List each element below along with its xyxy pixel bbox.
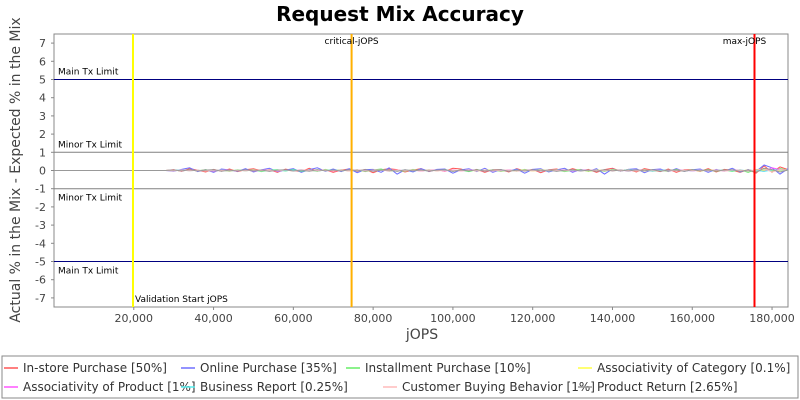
legend-item-label: Online Purchase [35%] — [200, 361, 337, 375]
legend-item-label: Associativity of Category [0.1%] — [597, 361, 790, 375]
series-line — [54, 167, 789, 173]
legend-item-label: Customer Buying Behavior [1%] — [402, 380, 595, 394]
x-tick-label: 180,000 — [749, 312, 795, 325]
legend-box — [1, 355, 799, 399]
y-tick-label: -6 — [35, 274, 46, 287]
y-tick-label: 2 — [39, 128, 46, 141]
y-tick-label: -4 — [35, 237, 46, 250]
y-axis-label: Actual % in the Mix - Expected % in the … — [8, 17, 24, 322]
x-tick-label: 80,000 — [354, 312, 393, 325]
limit-label: Main Tx Limit — [58, 68, 119, 78]
chart-title: Request Mix Accuracy — [276, 2, 524, 26]
y-tick-label: -3 — [35, 219, 46, 232]
y-tick-label: 4 — [39, 92, 46, 105]
y-tick-label: 1 — [39, 146, 46, 159]
y-tick-label: 3 — [39, 110, 46, 123]
y-tick-label: -2 — [35, 201, 46, 214]
y-tick-label: 0 — [39, 165, 46, 178]
y-tick-label: 6 — [39, 55, 46, 68]
x-tick-label: 160,000 — [670, 312, 716, 325]
legend-item-label: Business Report [0.25%] — [200, 380, 348, 394]
x-tick-label: 40,000 — [194, 312, 233, 325]
limit-label: Main Tx Limit — [58, 267, 119, 277]
y-tick-label: -7 — [35, 292, 46, 305]
x-tick-label: 60,000 — [274, 312, 313, 325]
x-tick-label: 20,000 — [115, 312, 154, 325]
y-tick-label: -5 — [35, 256, 46, 269]
legend-item-label: Associativity of Product [1%] — [23, 380, 196, 394]
x-axis-label: jOPS — [405, 327, 438, 343]
legend-item-label: Installment Purchase [10%] — [365, 361, 531, 375]
y-tick-label: 7 — [39, 37, 46, 50]
x-tick-label: 120,000 — [510, 312, 556, 325]
legend-item-label: In-store Purchase [50%] — [23, 361, 167, 375]
legend-item-label: Product Return [2.65%] — [597, 380, 738, 394]
limit-label: Minor Tx Limit — [58, 140, 123, 150]
marker-label: max-jOPS — [723, 37, 767, 47]
y-tick-label: 5 — [39, 74, 46, 87]
y-tick-label: -1 — [35, 183, 46, 196]
marker-label: critical-jOPS — [325, 37, 379, 47]
marker-label: Validation Start jOPS — [135, 295, 228, 305]
x-tick-label: 100,000 — [430, 312, 476, 325]
x-tick-label: 140,000 — [590, 312, 636, 325]
limit-label: Minor Tx Limit — [58, 194, 123, 204]
